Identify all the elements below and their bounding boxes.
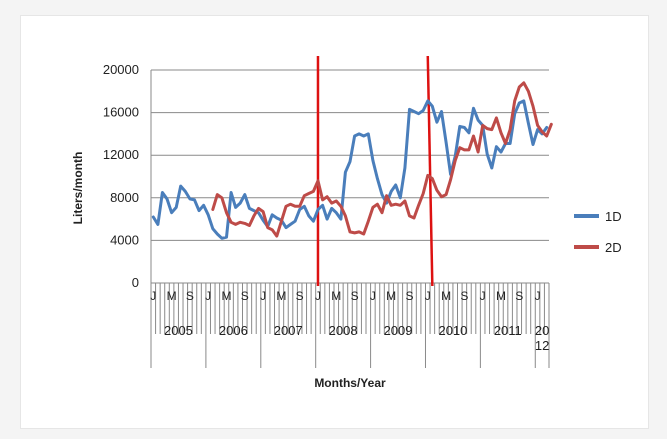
month-tick-label: J bbox=[370, 289, 376, 303]
breakpoint-line bbox=[426, 55, 434, 287]
year-tick-label: 2010 bbox=[438, 323, 467, 338]
month-tick-label: M bbox=[331, 289, 341, 303]
month-tick-label: J bbox=[150, 289, 156, 303]
y-tick-labels: 0 4000 8000 12000 16000 20000 bbox=[103, 62, 139, 290]
month-tick-label: J bbox=[260, 289, 266, 303]
series-line-1d bbox=[151, 99, 549, 240]
y-tick-label: 8000 bbox=[110, 190, 139, 205]
y-axis-title: Liters/month bbox=[71, 152, 85, 225]
legend-label-2d: 2D bbox=[605, 240, 622, 255]
axes bbox=[150, 70, 550, 368]
year-tick-label: 2007 bbox=[274, 323, 303, 338]
month-tick-label: S bbox=[515, 289, 523, 303]
month-tick-label: S bbox=[351, 289, 359, 303]
y-tick-label: 4000 bbox=[110, 232, 139, 247]
month-tick-label: M bbox=[441, 289, 451, 303]
month-tick-label: S bbox=[186, 289, 194, 303]
month-tick-label: J bbox=[480, 289, 486, 303]
month-tick-label: S bbox=[405, 289, 413, 303]
month-tick-label: M bbox=[276, 289, 286, 303]
month-tick-label: J bbox=[535, 289, 541, 303]
year-tick-label: 2009 bbox=[384, 323, 413, 338]
x-axis-title: Months/Year bbox=[314, 376, 386, 390]
y-tick-label: 16000 bbox=[103, 105, 139, 120]
y-tick-label: 12000 bbox=[103, 147, 139, 162]
breakpoint-markers bbox=[316, 55, 434, 287]
month-tick-label: M bbox=[386, 289, 396, 303]
year-tick-label: 2006 bbox=[219, 323, 248, 338]
year-tick-label: 20 12 bbox=[535, 323, 549, 353]
y-tick-label: 20000 bbox=[103, 62, 139, 77]
series-line-2d bbox=[211, 81, 553, 238]
month-tick-label: J bbox=[425, 289, 431, 303]
month-tick-label: M bbox=[167, 289, 177, 303]
month-tick-label: S bbox=[460, 289, 468, 303]
month-tick-label: S bbox=[241, 289, 249, 303]
month-tick-label: M bbox=[221, 289, 231, 303]
year-tick-label: 2008 bbox=[329, 323, 358, 338]
month-tick-label: J bbox=[315, 289, 321, 303]
month-tick-label: S bbox=[296, 289, 304, 303]
legend: 1D 2D bbox=[574, 209, 622, 255]
series-lines bbox=[151, 81, 553, 240]
year-tick-label: 2005 bbox=[164, 323, 193, 338]
year-tick-label: 2011 bbox=[494, 323, 522, 338]
legend-label-1d: 1D bbox=[605, 209, 622, 224]
month-tick-label: J bbox=[205, 289, 211, 303]
month-tick-label: M bbox=[496, 289, 506, 303]
y-tick-label: 0 bbox=[132, 275, 139, 290]
